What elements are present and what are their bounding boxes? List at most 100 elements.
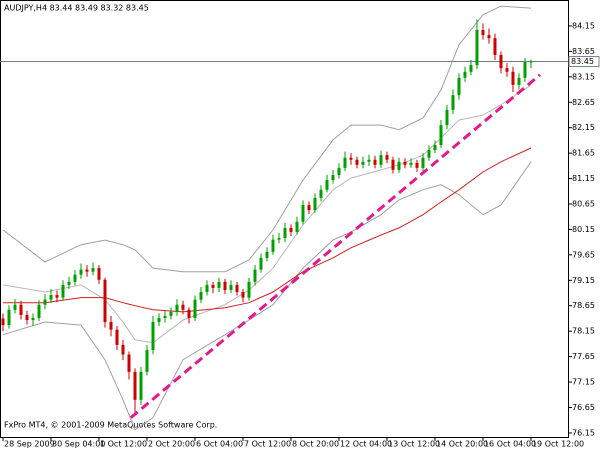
candle-body (241, 292, 245, 298)
candle-body (253, 269, 257, 282)
candle-body (247, 281, 251, 298)
candle-body (121, 344, 125, 355)
candle-body (475, 30, 479, 66)
x-tick-label: 7 Oct 12:00 (244, 440, 291, 449)
candle-body (487, 35, 491, 39)
candle-body (271, 239, 275, 252)
candle-body (67, 281, 71, 285)
candle-body (439, 125, 443, 145)
candle-body (49, 295, 53, 300)
candle-body (517, 77, 521, 85)
candle-body (481, 30, 485, 36)
candle-body (319, 189, 323, 198)
y-tick-label: 78.65 (572, 301, 595, 310)
y-tick-label: 82.65 (572, 98, 595, 107)
candle-body (409, 162, 413, 165)
candle-body (217, 281, 221, 288)
x-tick-label: 12 Oct 04:00 (340, 440, 392, 449)
candle-body (445, 109, 449, 126)
x-tick-label: 13 Oct 12:00 (388, 440, 440, 449)
candle-body (157, 317, 161, 323)
candle-body (13, 304, 17, 310)
footer: FxPro MT4, © 2001-2009 MetaQuotes Softwa… (4, 421, 217, 430)
y-tick-label: 82.15 (572, 123, 595, 132)
candle-body (1, 318, 5, 326)
candle-body (175, 304, 179, 312)
price-label: 83.45 (571, 57, 594, 66)
trendline (129, 73, 541, 419)
y-tick-label: 77.15 (572, 378, 595, 387)
candle-body (283, 227, 287, 239)
candle-body (277, 238, 281, 240)
candle-body (331, 175, 335, 181)
y-tick-label: 79.15 (572, 276, 595, 285)
candle-body (529, 61, 533, 63)
y-tick-label: 76.65 (572, 403, 595, 412)
candle-body (415, 162, 419, 168)
candle-body (337, 167, 341, 176)
candle-body (211, 284, 215, 288)
indicator-line (3, 147, 532, 313)
candle-body (199, 292, 203, 300)
candle-body (451, 95, 455, 110)
candle-body (499, 54, 503, 69)
candle-body (493, 38, 497, 55)
candle-body (85, 269, 89, 272)
candle-body (55, 295, 59, 298)
x-tick-label: 28 Sep 2009 (4, 440, 55, 449)
candle-body (115, 329, 119, 345)
indicator-line (2, 84, 532, 344)
price-label-box (568, 56, 600, 68)
candle-body (379, 155, 383, 165)
plot-frame (0, 0, 569, 438)
y-tick-label: 79.65 (572, 250, 595, 259)
candle-body (403, 161, 407, 165)
candle-body (139, 371, 143, 400)
candle-body (181, 304, 185, 310)
candle-body (511, 71, 515, 85)
candle-body (361, 161, 365, 165)
y-tick-label: 84.15 (572, 21, 595, 30)
candle-body (421, 157, 425, 168)
candle-body (385, 155, 389, 160)
candle-body (103, 279, 107, 323)
y-tick-label: 81.65 (572, 149, 595, 158)
candle-body (25, 314, 29, 320)
candle-body (391, 159, 395, 170)
indicator-line (2, 5, 532, 273)
candle-body (295, 221, 299, 232)
candle-body (193, 299, 197, 318)
y-tick-label: 80.65 (572, 200, 595, 209)
candle-body (79, 269, 83, 275)
candle-body (433, 144, 437, 151)
candle-body (169, 311, 173, 316)
y-tick-label: 83.15 (572, 72, 595, 81)
candle-body (61, 284, 65, 298)
y-tick-label: 76.15 (572, 428, 595, 437)
candle-body (19, 304, 23, 315)
candle-body (523, 62, 527, 78)
candle-body (355, 159, 359, 165)
chart-title: AUDJPY,H4 83.44 83.49 83.32 83.45 (4, 4, 149, 13)
candle-body (397, 161, 401, 170)
candle-body (373, 159, 377, 165)
candle-body (31, 317, 35, 320)
candle-body (229, 284, 233, 290)
candle-body (151, 322, 155, 351)
candle-body (259, 257, 263, 270)
candle-body (313, 197, 317, 211)
candle-body (427, 150, 431, 158)
candle-body (469, 65, 473, 72)
candle-body (127, 354, 131, 372)
candle-body (235, 284, 239, 293)
x-tick-label: 14 Oct 20:00 (436, 440, 488, 449)
candle-body (97, 268, 101, 280)
x-tick-label: 8 Oct 20:00 (292, 440, 339, 449)
y-tick-label: 80.15 (572, 225, 595, 234)
candle-body (223, 281, 227, 290)
y-tick-label: 77.65 (572, 352, 595, 361)
candle-body (325, 180, 329, 190)
candle-body (73, 274, 77, 282)
